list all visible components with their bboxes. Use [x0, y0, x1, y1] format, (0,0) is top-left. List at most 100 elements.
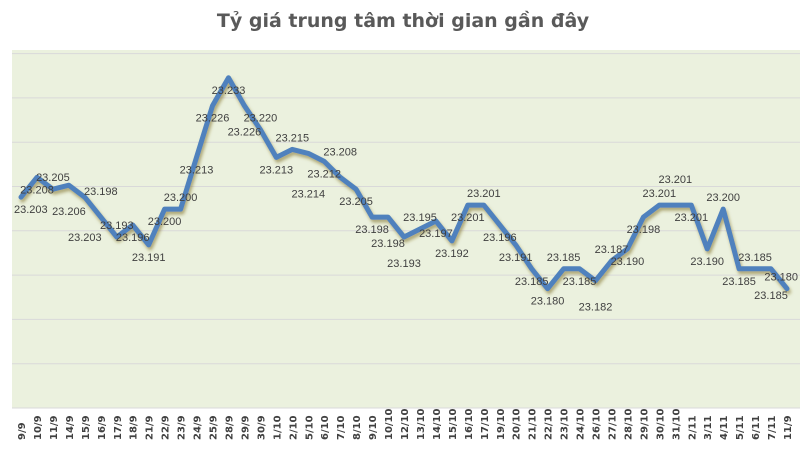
data-label: 23.212 — [307, 168, 341, 180]
data-label: 23.185 — [754, 290, 788, 302]
data-label: 23.215 — [275, 132, 309, 144]
x-tick-label: 14/9 — [65, 415, 76, 440]
x-tick-label: 2/10 — [288, 415, 299, 440]
data-label: 23.201 — [467, 188, 501, 200]
x-tick-label: 12/10 — [400, 408, 411, 440]
data-label: 23.185 — [547, 252, 581, 264]
x-tick-label: 7/11 — [767, 415, 778, 440]
data-label: 23.198 — [371, 238, 405, 250]
data-label: 23.187 — [595, 244, 629, 256]
x-tick-label: 17/9 — [113, 415, 124, 440]
x-tick-label: 3/11 — [703, 415, 714, 440]
x-tick-label: 10/10 — [384, 408, 395, 440]
x-tick-label: 6/10 — [320, 415, 331, 440]
x-tick-label: 13/10 — [416, 408, 427, 440]
x-tick-label: 6/11 — [751, 415, 762, 440]
data-label: 23.198 — [355, 224, 389, 236]
data-label: 23.201 — [451, 212, 485, 224]
data-label: 23.201 — [642, 188, 676, 200]
data-label: 23.203 — [14, 204, 48, 216]
data-label: 23.205 — [36, 172, 70, 184]
data-label: 23.213 — [259, 164, 293, 176]
x-tick-label: 15/9 — [81, 415, 92, 440]
data-label: 23.190 — [690, 256, 724, 268]
x-tick-label: 20/10 — [512, 408, 523, 440]
data-label: 23.197 — [419, 228, 453, 240]
x-tick-label: 19/10 — [496, 408, 507, 440]
data-label: 23.203 — [68, 232, 102, 244]
data-label: 23.226 — [196, 113, 230, 125]
series-line — [18, 75, 790, 292]
data-label: 23.191 — [499, 252, 533, 264]
x-tick-label: 27/10 — [607, 408, 618, 440]
x-tick-label: 8/10 — [352, 415, 363, 440]
data-label: 23.198 — [84, 186, 118, 198]
x-tick-label: 5/11 — [735, 415, 746, 440]
x-tick-label: 30/9 — [256, 415, 267, 440]
x-tick-label: 29/9 — [240, 415, 251, 440]
x-tick-label: 17/10 — [480, 408, 491, 440]
x-tick-label: 15/10 — [448, 408, 459, 440]
x-tick-label: 18/9 — [129, 415, 140, 440]
x-tick-label: 31/10 — [671, 408, 682, 440]
data-label: 23.200 — [148, 216, 182, 228]
data-label: 23.233 — [212, 85, 246, 97]
data-label: 23.191 — [132, 252, 166, 264]
x-tick-label: 2/11 — [687, 415, 698, 440]
data-label: 23.200 — [164, 192, 198, 204]
x-tick-label: 10/9 — [33, 415, 44, 440]
x-tick-label: 21/9 — [145, 415, 156, 440]
data-label: 23.208 — [20, 184, 54, 196]
x-tick-label: 24/9 — [193, 415, 204, 440]
x-tick-label: 4/11 — [719, 415, 730, 440]
data-label: 23.193 — [100, 220, 134, 232]
x-tick-label: 11/9 — [783, 415, 794, 440]
data-label: 23.185 — [722, 276, 756, 288]
data-label: 23.185 — [563, 276, 597, 288]
plot-area — [12, 50, 800, 408]
x-tick-label: 7/10 — [336, 415, 347, 440]
x-tick-label: 30/10 — [655, 408, 666, 440]
x-tick-label: 11/9 — [49, 415, 60, 440]
data-label: 23.206 — [52, 206, 86, 218]
x-tick-label: 21/10 — [528, 408, 539, 440]
data-label: 23.220 — [244, 113, 278, 125]
data-label: 23.196 — [116, 232, 150, 244]
x-tick-label: 25/9 — [209, 415, 220, 440]
x-tick-label: 22/9 — [161, 415, 172, 440]
data-label: 23.182 — [579, 302, 613, 314]
data-label: 23.193 — [387, 258, 421, 270]
x-tick-label: 24/10 — [576, 408, 587, 440]
data-label: 23.185 — [738, 252, 772, 264]
data-label: 23.213 — [180, 164, 214, 176]
data-label: 23.180 — [764, 272, 798, 284]
data-label: 23.190 — [611, 256, 645, 268]
x-tick-label: 28/9 — [224, 415, 235, 440]
x-tick-label: 28/10 — [623, 408, 634, 440]
data-label: 23.185 — [515, 276, 549, 288]
data-label: 23.208 — [323, 146, 357, 158]
data-label: 23.201 — [658, 174, 692, 186]
x-tick-label: 26/10 — [592, 408, 603, 440]
x-tick-label: 5/10 — [304, 415, 315, 440]
x-tick-label: 14/10 — [432, 408, 443, 440]
data-label: 23.192 — [435, 248, 469, 260]
x-tick-label: 29/10 — [639, 408, 650, 440]
data-label: 23.200 — [706, 192, 740, 204]
x-tick-label: 23/9 — [177, 415, 188, 440]
data-label: 23.195 — [403, 212, 437, 224]
x-tick-label: 1/10 — [272, 415, 283, 440]
data-label: 23.196 — [483, 232, 517, 244]
x-tick-label: 22/10 — [544, 408, 555, 440]
data-label: 23.201 — [674, 212, 708, 224]
x-tick-label: 23/10 — [560, 408, 571, 440]
data-label: 23.180 — [531, 296, 565, 308]
x-tick-label: 16/9 — [97, 415, 108, 440]
chart-title: Tỷ giá trung tâm thời gian gần đây — [216, 10, 590, 32]
x-tick-label: 9/10 — [368, 415, 379, 440]
data-label: 23.205 — [339, 196, 373, 208]
data-label: 23.198 — [627, 224, 661, 236]
data-label: 23.214 — [291, 188, 325, 200]
x-tick-label: 9/9 — [17, 422, 28, 440]
